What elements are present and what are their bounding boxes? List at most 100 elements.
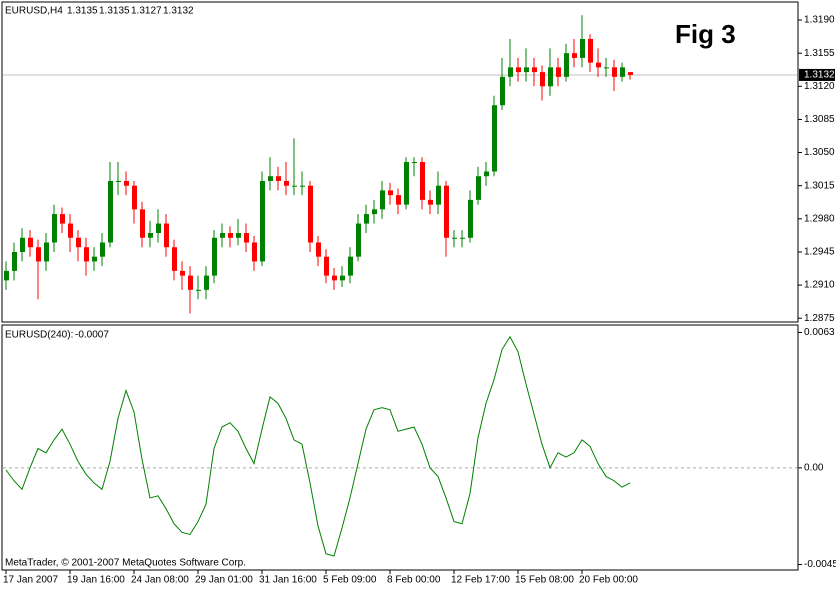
candle-body: [28, 237, 33, 248]
indicator-panel: [1, 324, 799, 571]
candle-body: [316, 242, 321, 257]
y-tick-label: 0.0063: [804, 327, 835, 338]
candle-body: [484, 171, 489, 177]
candle-body: [260, 180, 265, 262]
candle-body: [52, 214, 57, 243]
candle-body: [348, 256, 353, 276]
candle-body: [556, 67, 561, 77]
y-tick-label: 1.3190: [804, 15, 835, 26]
y-tick-label: 1.3155: [804, 48, 835, 59]
candle-body: [468, 199, 473, 238]
candle-body: [492, 105, 497, 172]
candle-body: [428, 199, 433, 205]
candle-body: [220, 233, 225, 238]
x-tick-label: 20 Feb 00:00: [579, 575, 638, 586]
candle-body: [100, 242, 105, 257]
candle-body: [292, 185, 297, 187]
candle-body: [140, 209, 145, 238]
candle-body: [516, 67, 521, 73]
y-tick-label: 1.2980: [804, 213, 835, 224]
candle-body: [572, 53, 577, 58]
candle-body: [204, 275, 209, 290]
y-tick-label: 1.2910: [804, 280, 835, 291]
x-tick-label: 17 Jan 2007: [3, 575, 58, 586]
candle-body: [228, 233, 233, 238]
candle-body: [148, 233, 153, 238]
candle-body: [188, 275, 193, 290]
y-tick-label: 1.2875: [804, 313, 835, 324]
candle-body: [108, 180, 113, 243]
header-low: 1.3127: [131, 6, 162, 17]
candle-body: [420, 162, 425, 200]
candle-body: [124, 180, 129, 186]
candle-body: [532, 67, 537, 73]
candle-body: [116, 180, 121, 182]
candle-body: [444, 185, 449, 238]
y-tick-label: -0.0045: [804, 559, 836, 570]
y-tick-label: 1.3050: [804, 147, 835, 158]
candle-body: [156, 223, 161, 234]
candle-body: [540, 72, 545, 87]
candle-body: [164, 223, 169, 248]
indicator-title: EURUSD(240):: [5, 330, 73, 341]
candle-body: [44, 242, 49, 262]
candle-body: [436, 185, 441, 205]
candle-body: [580, 38, 585, 58]
candle-body: [60, 214, 65, 224]
watermark: MetaTrader, © 2001-2007 MetaQuotes Softw…: [5, 558, 246, 569]
candle-body: [212, 237, 217, 276]
candle-body: [588, 38, 593, 63]
candle-body: [604, 67, 609, 69]
x-tick-label: 8 Feb 00:00: [387, 575, 441, 586]
candle-body: [612, 67, 617, 77]
price-panel: [1, 1, 799, 323]
current-price-label: 1.3132: [804, 70, 835, 81]
candle-body: [4, 270, 9, 281]
candle-body: [372, 209, 377, 215]
candle-body: [268, 176, 273, 181]
candle-body: [524, 67, 529, 73]
header-close: 1.3132: [163, 6, 194, 17]
y-tick-label: 1.3085: [804, 114, 835, 125]
y-tick-label: 1.3015: [804, 180, 835, 191]
candle-body: [364, 214, 369, 224]
candle-body: [76, 237, 81, 248]
candle-body: [620, 67, 625, 77]
candle-body: [548, 67, 553, 87]
candle-body: [324, 256, 329, 276]
candle-body: [476, 176, 481, 200]
x-tick-label: 5 Feb 09:00: [323, 575, 377, 586]
annotation: Fig 3: [675, 19, 736, 49]
candle-body: [308, 185, 313, 243]
candle-body: [36, 247, 41, 262]
indicator-line: [5, 335, 631, 557]
candle-body: [252, 242, 257, 262]
candle-body: [404, 162, 409, 205]
x-tick-label: 31 Jan 16:00: [259, 575, 317, 586]
y-tick-label: 1.2945: [804, 247, 835, 258]
candle-body: [300, 185, 305, 187]
x-tick-label: 24 Jan 08:00: [131, 575, 189, 586]
candle-body: [132, 185, 137, 210]
candle-body: [92, 256, 97, 262]
candle-body: [596, 62, 601, 68]
x-tick-label: 19 Jan 16:00: [67, 575, 125, 586]
candle-body: [412, 162, 417, 164]
current-price-box: [799, 68, 835, 81]
candle-body: [332, 275, 337, 281]
x-tick-label: 12 Feb 17:00: [451, 575, 510, 586]
candle-body: [284, 180, 289, 186]
candle-body: [564, 53, 569, 77]
y-tick-label: 0.00: [804, 462, 824, 473]
candle-body: [196, 289, 201, 291]
candle-body: [68, 223, 73, 238]
indicator-value: -0.0007: [75, 330, 109, 341]
candle-body: [84, 247, 89, 262]
x-tick-label: 15 Feb 08:00: [515, 575, 574, 586]
candle-body: [396, 195, 401, 205]
candle-body: [172, 247, 177, 271]
candle-body: [460, 237, 465, 239]
candle-body: [180, 270, 185, 276]
candle-body: [500, 76, 505, 106]
candle-body: [244, 233, 249, 243]
